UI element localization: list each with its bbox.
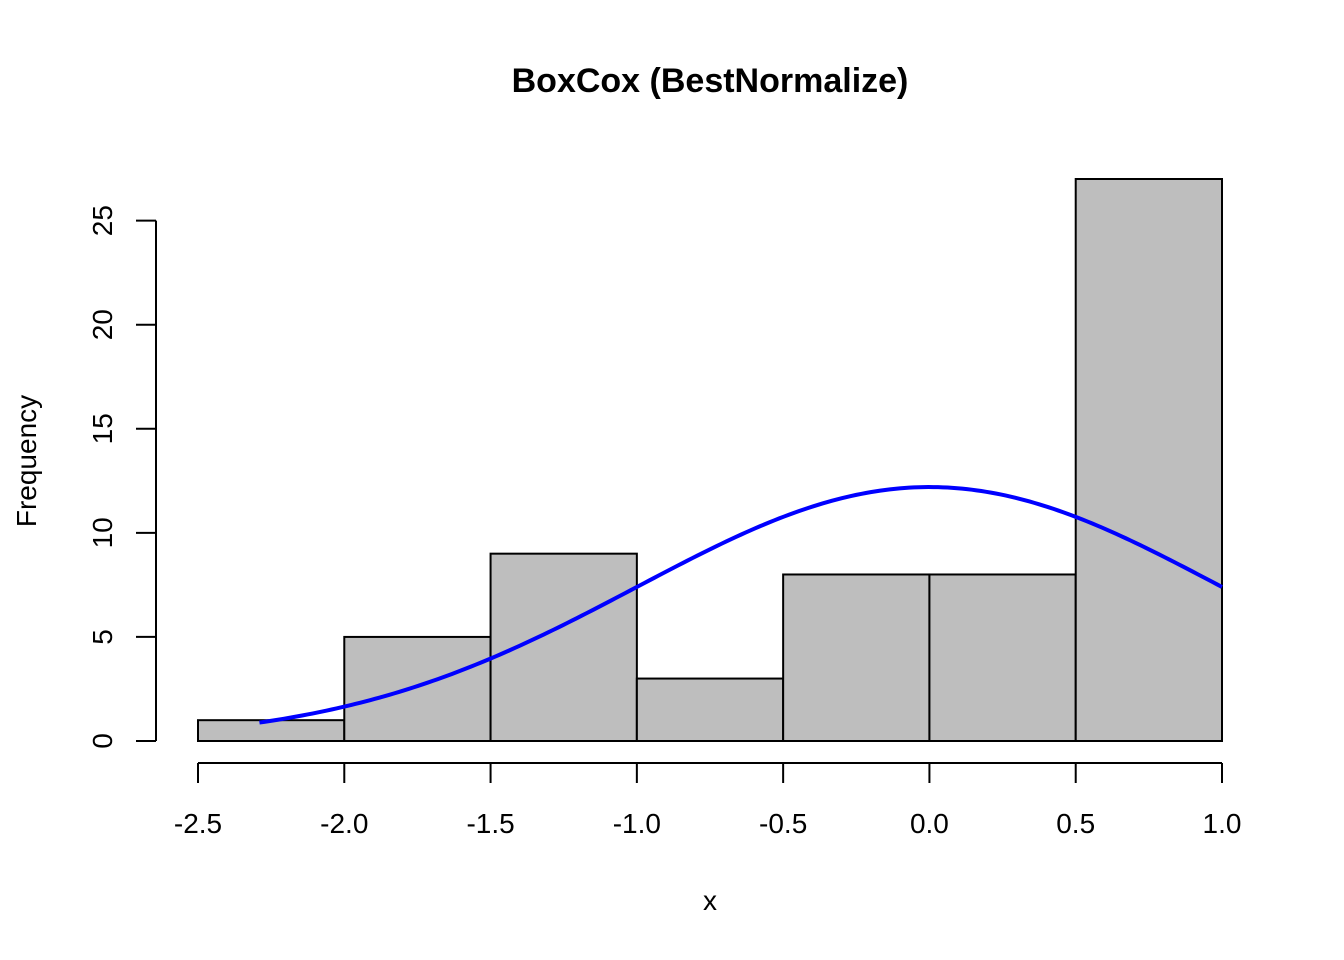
histogram-bar-4 [635,677,785,742]
x-tick-label: 1.0 [1203,808,1242,839]
x-tick-label: -1.0 [613,808,661,839]
y-tick-label: 0 [87,733,118,749]
y-tick-label: 15 [87,413,118,444]
bars-group [197,178,1223,743]
y-tick-label: 25 [87,205,118,236]
x-tick-label: -1.5 [466,808,514,839]
x-tick-label: -0.5 [759,808,807,839]
x-tick-label: -2.5 [174,808,222,839]
x-tick-label: -2.0 [320,808,368,839]
x-axis: -2.5 -2.0 -1.5 -1.0 -0.5 0.0 0.5 1.0 [174,762,1242,839]
y-axis: 0 5 10 15 20 25 [87,205,157,749]
histogram-bar-5 [782,573,931,743]
x-tick-label: 0.0 [910,808,949,839]
histogram-bar-7 [1074,178,1223,742]
density-curve [259,485,1223,725]
y-tick-label: 20 [87,309,118,340]
chart-title: BoxCox (BestNormalize) [512,62,909,100]
y-axis-label: Frequency [11,395,42,527]
histogram-bar-2 [343,635,492,742]
x-tick-label: 0.5 [1056,808,1095,839]
y-tick-label: 10 [87,517,118,548]
histogram-bar-1 [197,719,346,742]
histogram-bar-6 [928,573,1077,743]
x-axis-label: x [703,885,717,916]
y-tick-label: 5 [87,629,118,645]
